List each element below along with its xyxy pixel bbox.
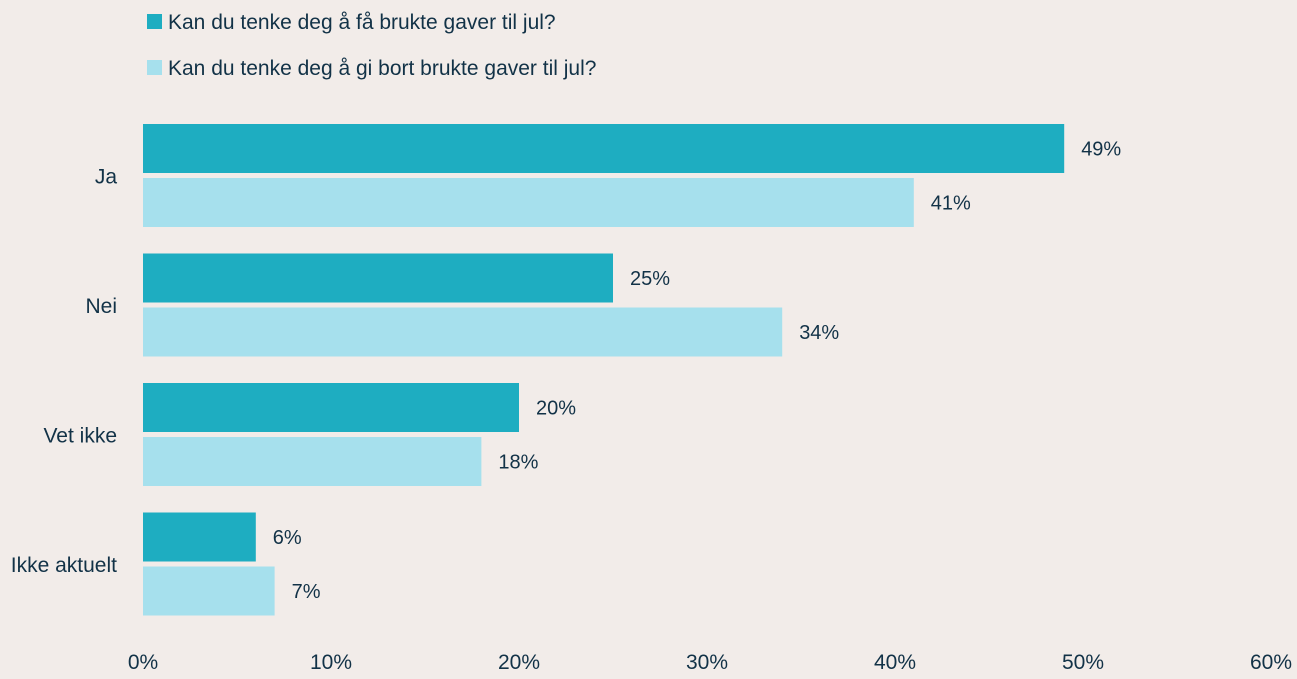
legend-swatch-1	[147, 14, 162, 29]
category-labels: Ja Nei Vet ikke Ikke aktuelt	[11, 166, 118, 578]
x-tick-label-0: 0%	[128, 651, 158, 674]
x-tick-label-60: 60%	[1250, 651, 1292, 674]
x-tick-label-40: 40%	[874, 651, 916, 674]
value-label-nei-series-2: 34%	[799, 322, 839, 344]
bars	[143, 124, 1065, 616]
value-label-vet-ikke-series-1: 20%	[536, 398, 576, 420]
bar-ja-series-1	[143, 124, 1065, 173]
bar-ikke-aktuelt-series-1	[143, 512, 256, 562]
bar-ikke-aktuelt-series-2	[143, 566, 275, 616]
bar-vet-ikke-series-1	[143, 383, 519, 432]
category-label-vet-ikke: Vet ikke	[43, 425, 117, 448]
x-axis-ticks: 0% 10% 20% 30% 40% 50% 60%	[128, 651, 1292, 674]
legend: Kan du tenke deg å få brukte gaver til j…	[147, 11, 596, 80]
legend-label-2: Kan du tenke deg å gi bort brukte gaver …	[168, 57, 596, 80]
category-label-ja: Ja	[95, 166, 118, 189]
x-tick-label-10: 10%	[310, 651, 352, 674]
value-label-nei-series-1: 25%	[630, 268, 670, 290]
category-label-ikke-aktuelt: Ikke aktuelt	[11, 554, 117, 577]
x-tick-label-50: 50%	[1062, 651, 1104, 674]
legend-label-1: Kan du tenke deg å få brukte gaver til j…	[168, 11, 556, 34]
value-label-ikke-aktuelt-series-1: 6%	[273, 527, 302, 549]
bar-nei-series-1	[143, 253, 613, 303]
bar-nei-series-2	[143, 307, 783, 357]
category-label-nei: Nei	[85, 295, 117, 318]
legend-swatch-2	[147, 60, 162, 75]
bar-vet-ikke-series-2	[143, 437, 482, 486]
value-label-ikke-aktuelt-series-2: 7%	[292, 581, 321, 603]
value-label-vet-ikke-series-2: 18%	[498, 452, 538, 474]
x-tick-label-30: 30%	[686, 651, 728, 674]
x-tick-label-20: 20%	[498, 651, 540, 674]
value-label-ja-series-1: 49%	[1081, 139, 1121, 161]
bar-ja-series-2	[143, 178, 914, 227]
value-label-ja-series-2: 41%	[931, 193, 971, 215]
value-labels: 49% 41% 25% 34% 20% 18% 6% 7%	[273, 139, 1122, 604]
